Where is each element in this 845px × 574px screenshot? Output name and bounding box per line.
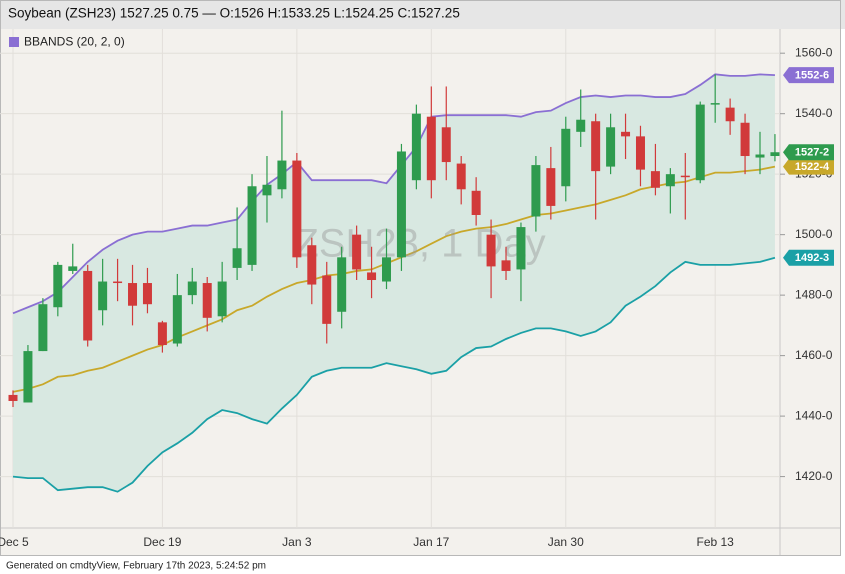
band-fill <box>13 74 775 492</box>
candle-body <box>23 351 33 403</box>
candle-body <box>770 152 780 157</box>
candle-body <box>8 394 18 401</box>
candle-body <box>157 322 167 346</box>
candle-body <box>277 160 287 190</box>
y-tick-label: 1500-0 <box>795 227 833 241</box>
candle-body <box>531 165 541 217</box>
candle-body <box>561 128 571 187</box>
candles <box>8 74 780 408</box>
y-tick-label: 1460-0 <box>795 348 833 362</box>
candle-body <box>247 186 257 265</box>
candle-body <box>665 174 675 187</box>
y-tick-label: 1440-0 <box>795 408 833 422</box>
candle-body <box>172 295 182 344</box>
legend-label: BBANDS (20, 2, 0) <box>24 35 125 49</box>
bbands <box>12 73 776 493</box>
x-tick-label: Dec 19 <box>143 535 181 549</box>
band-line <box>12 256 776 493</box>
price-tag-label: 1552-6 <box>795 70 829 82</box>
axis-background <box>780 29 841 528</box>
candle-body <box>83 270 93 341</box>
price-tag-label: 1522-4 <box>795 161 830 173</box>
x-tick-label: Jan 30 <box>548 535 584 549</box>
candle-body <box>396 151 406 258</box>
x-tick-label: Dec 5 <box>0 535 29 549</box>
candle-body <box>337 257 347 312</box>
candle-body <box>591 121 601 172</box>
candle-body <box>441 127 451 163</box>
price-tags: 1552-6 1522-4 1492-3 1527-2 <box>783 67 834 266</box>
candle-body <box>202 283 212 318</box>
candle-body <box>352 234 362 270</box>
candle-body <box>650 171 660 188</box>
y-tick-label: 1560-0 <box>795 45 833 59</box>
band-line <box>12 73 775 315</box>
price-tag <box>783 67 834 84</box>
candle-body <box>725 107 735 122</box>
candle-body <box>232 248 242 268</box>
candle-body <box>322 275 332 324</box>
candle-body <box>68 266 78 271</box>
watermark: ZSH23, 1 Day <box>294 222 545 266</box>
band-line <box>12 165 776 393</box>
candle-body <box>680 175 690 178</box>
candle-body <box>382 257 391 282</box>
candle-body <box>262 184 272 196</box>
candle-body <box>367 272 377 281</box>
candle-body <box>695 104 705 181</box>
x-tick-label: Feb 13 <box>697 535 735 549</box>
candle-body <box>38 304 48 352</box>
x-axis-background <box>0 528 841 556</box>
candle-body <box>113 281 123 284</box>
y-tick-label: 1540-0 <box>795 106 833 120</box>
candle-body <box>516 227 526 270</box>
candle-body <box>426 116 436 181</box>
candle-body <box>98 281 108 311</box>
footer: Generated on cmdtyView, February 17th 20… <box>6 561 266 572</box>
candle-body <box>471 190 481 215</box>
candle-body <box>501 260 511 271</box>
candle-body <box>187 281 197 296</box>
candle-body <box>53 264 63 308</box>
x-tick-label: Jan 3 <box>282 535 312 549</box>
candle-body <box>128 283 138 306</box>
price-tag <box>783 249 834 266</box>
frame <box>0 0 841 556</box>
price-tag <box>783 144 834 161</box>
candle-body <box>307 245 317 285</box>
y-tick-label: 1480-0 <box>795 287 833 301</box>
candle-body <box>486 234 496 267</box>
y-axis: 1420-01440-01460-01480-01500-01520-01540… <box>0 45 833 549</box>
chart-title: Soybean (ZSH23) 1527.25 0.75 — O:1526 H:… <box>8 6 460 21</box>
x-tick-label: Jan 17 <box>413 535 449 549</box>
candle-body <box>755 154 765 158</box>
candle-body <box>621 131 631 137</box>
candle-body <box>142 283 152 305</box>
price-tag <box>783 158 834 175</box>
y-tick-label: 1420-0 <box>795 469 833 483</box>
candle-body <box>456 163 466 190</box>
legend-swatch <box>9 37 19 47</box>
candle-body <box>740 122 750 157</box>
candle-body <box>576 119 586 132</box>
candle-body <box>606 127 616 167</box>
price-tag-label: 1527-2 <box>795 147 829 159</box>
candle-body <box>217 281 227 317</box>
candle-body <box>546 168 556 206</box>
candle-body <box>411 113 421 181</box>
price-tag-label: 1492-3 <box>795 252 829 264</box>
candle-body <box>635 136 645 170</box>
candle-body <box>292 160 302 258</box>
title-bar <box>0 0 845 29</box>
candle-body <box>710 103 720 105</box>
